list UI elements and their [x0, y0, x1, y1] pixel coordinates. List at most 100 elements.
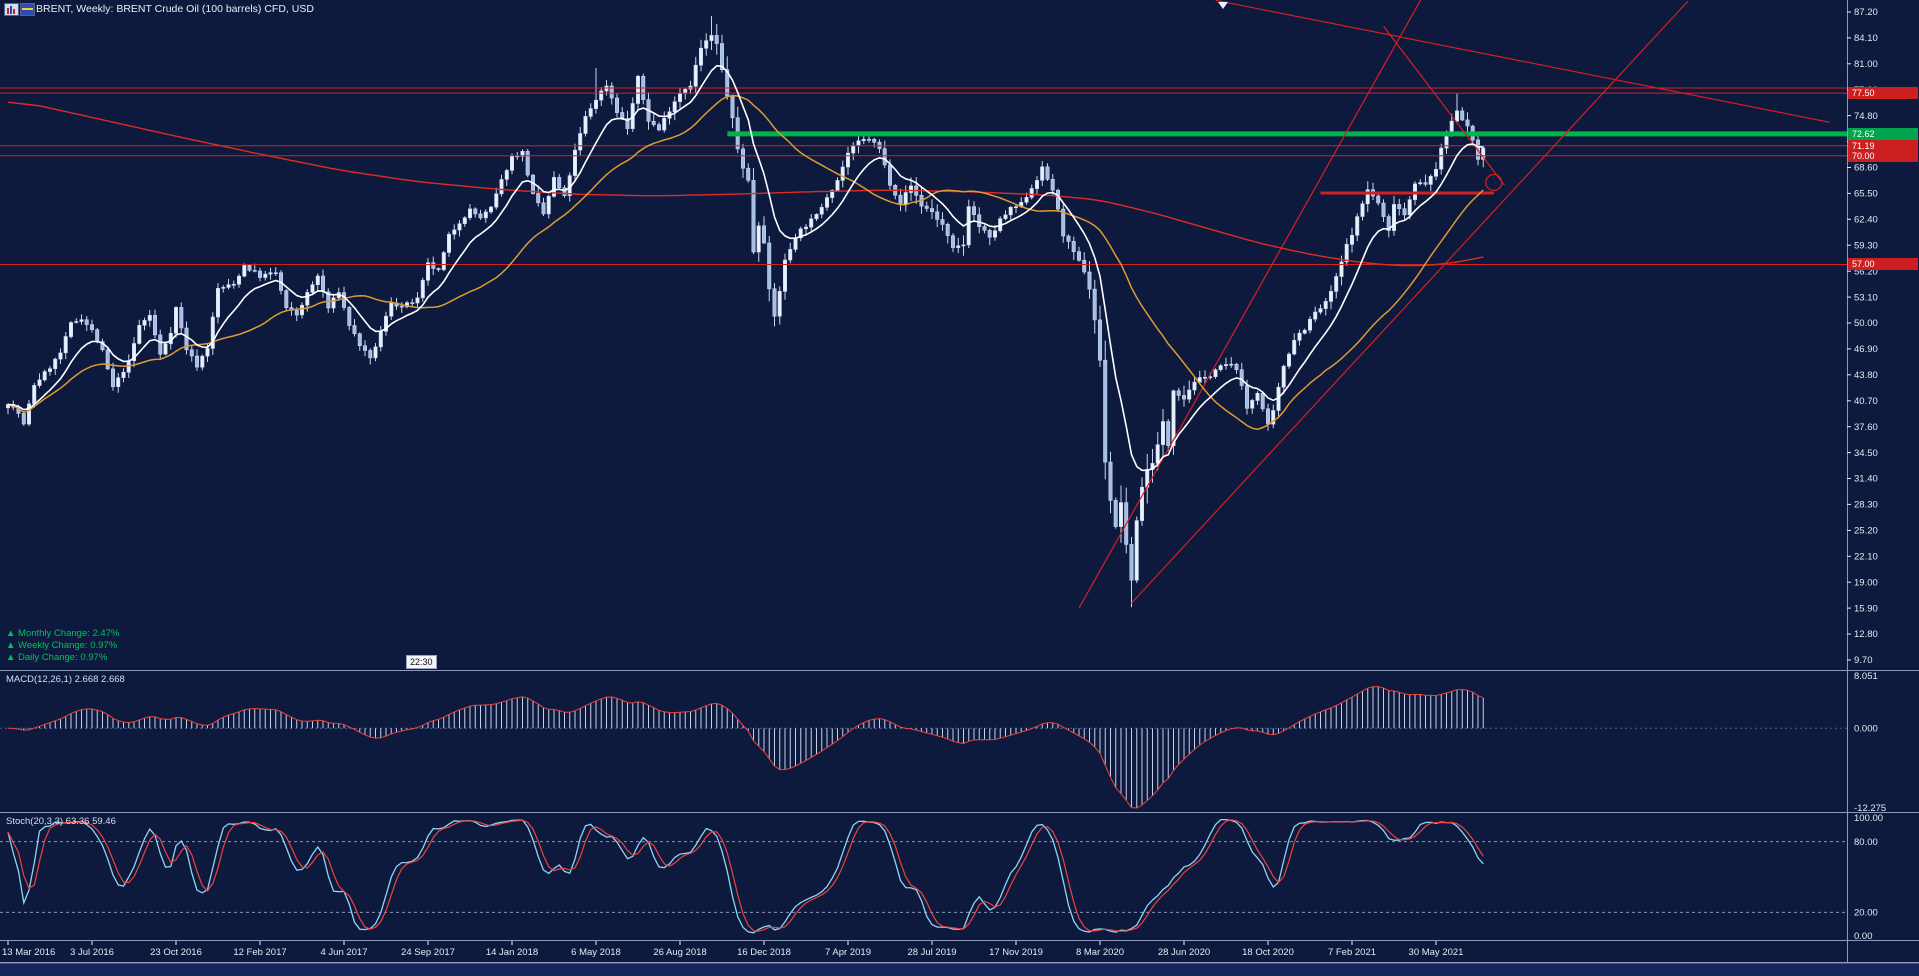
candle-body: [1465, 119, 1470, 127]
candle-body: [467, 208, 472, 218]
price-tick-label: 81.00: [1854, 59, 1878, 70]
date-label: 26 Aug 2018: [653, 947, 706, 958]
price-axis[interactable]: 87.2084.1081.0077.9074.8071.7068.6065.50…: [1847, 7, 1886, 942]
candle-body: [525, 151, 530, 176]
candle-body: [845, 152, 850, 168]
candle-body: [242, 265, 247, 277]
date-label: 4 Jun 2017: [320, 947, 367, 958]
candle-body: [1098, 319, 1103, 361]
candle-body: [100, 341, 105, 351]
candle-body: [1365, 189, 1370, 205]
candle-body: [1071, 241, 1076, 252]
candle-body: [788, 249, 793, 261]
candle-body: [609, 85, 614, 99]
candle-body: [132, 343, 137, 362]
candle-body: [1434, 169, 1439, 177]
candle-body: [1224, 364, 1229, 367]
candle-body: [772, 288, 777, 317]
candle-body: [1302, 329, 1307, 334]
candle-body: [971, 206, 976, 216]
candle-body: [809, 218, 814, 228]
candle-body: [1134, 520, 1139, 581]
candle-body: [1013, 206, 1018, 208]
candle-body: [326, 291, 331, 309]
date-label: 14 Jan 2018: [486, 947, 538, 958]
candle-body: [861, 139, 866, 142]
candle-body: [714, 35, 719, 44]
candle-body: [651, 121, 656, 125]
price-badge: 72.62: [1848, 128, 1918, 140]
candle-body: [389, 302, 394, 317]
candle-body: [1003, 214, 1008, 219]
candle-body: [761, 225, 766, 244]
price-tick-label: 31.40: [1854, 474, 1878, 485]
date-axis[interactable]: 13 Mar 2016 3 Jul 2016 23 Oct 2016 12 Feb 2…: [2, 941, 1463, 958]
candle-body: [698, 47, 703, 66]
candle-body: [509, 155, 514, 171]
date-label: 17 Nov 2019: [989, 947, 1043, 958]
candle-body: [1292, 339, 1297, 355]
candle-body: [572, 149, 577, 176]
candle-body: [446, 234, 451, 253]
candle-body: [1344, 244, 1349, 263]
candle-body: [420, 279, 425, 299]
candle-body: [803, 226, 808, 230]
main-plot[interactable]: [0, 0, 1847, 609]
macd-axis-label: 8.051: [1854, 671, 1878, 682]
candle-body: [1423, 182, 1428, 185]
candle-body: [410, 302, 415, 305]
candle-body: [819, 207, 824, 215]
candle-body: [310, 284, 315, 293]
window-bottom-strip: [0, 963, 1919, 976]
candle-body: [693, 64, 698, 87]
date-label: 12 Feb 2017: [233, 947, 286, 958]
candle-body: [593, 99, 598, 109]
candle-body: [704, 40, 709, 49]
candle-body: [373, 346, 378, 359]
candle-body: [1355, 216, 1360, 236]
price-tick-label: 65.50: [1854, 189, 1878, 200]
candle-body: [557, 177, 562, 188]
candle-body: [1460, 110, 1465, 121]
price-tick-label: 62.40: [1854, 215, 1878, 226]
candle-body: [1392, 204, 1397, 231]
candle-body: [767, 242, 772, 290]
date-label: 16 Dec 2018: [737, 947, 791, 958]
price-tick-label: 53.10: [1854, 292, 1878, 303]
stoch-k-line: [7, 818, 1484, 934]
candle-body: [58, 352, 63, 360]
candle-body: [777, 291, 782, 317]
candle-body: [578, 133, 583, 151]
candle-body: [179, 307, 184, 329]
candle-body: [368, 350, 373, 359]
candle-body: [866, 139, 871, 141]
candle-body: [1397, 204, 1402, 209]
candle-body: [730, 95, 735, 119]
levels-layer: [0, 87, 1847, 265]
candle-body: [315, 275, 320, 285]
candle-body: [1287, 353, 1292, 367]
stoch-panel[interactable]: [0, 818, 1847, 934]
candlestick-chart-icon: [4, 3, 19, 16]
candle-body: [1313, 311, 1318, 320]
candle-body: [247, 265, 252, 271]
candle-body: [1339, 261, 1344, 277]
symbol-title: BRENT, Weekly: BRENT Crude Oil (100 barr…: [36, 3, 314, 15]
candle-body: [1239, 369, 1244, 386]
candle-body: [1376, 195, 1381, 204]
stoch-axis-label: 0.00: [1854, 931, 1873, 942]
candle-body: [1439, 147, 1444, 170]
candle-body: [320, 275, 325, 292]
date-label: 8 Mar 2020: [1076, 947, 1124, 958]
macd-panel[interactable]: [0, 686, 1847, 809]
candle-body: [105, 349, 110, 370]
candle-body: [1050, 179, 1055, 191]
candle-body: [42, 371, 47, 381]
candle-body: [195, 355, 200, 368]
candle-body: [425, 262, 430, 281]
candles-layer: [6, 16, 1486, 608]
candle-body: [457, 223, 462, 231]
price-tick-label: 68.60: [1854, 163, 1878, 174]
candle-body: [415, 297, 420, 304]
